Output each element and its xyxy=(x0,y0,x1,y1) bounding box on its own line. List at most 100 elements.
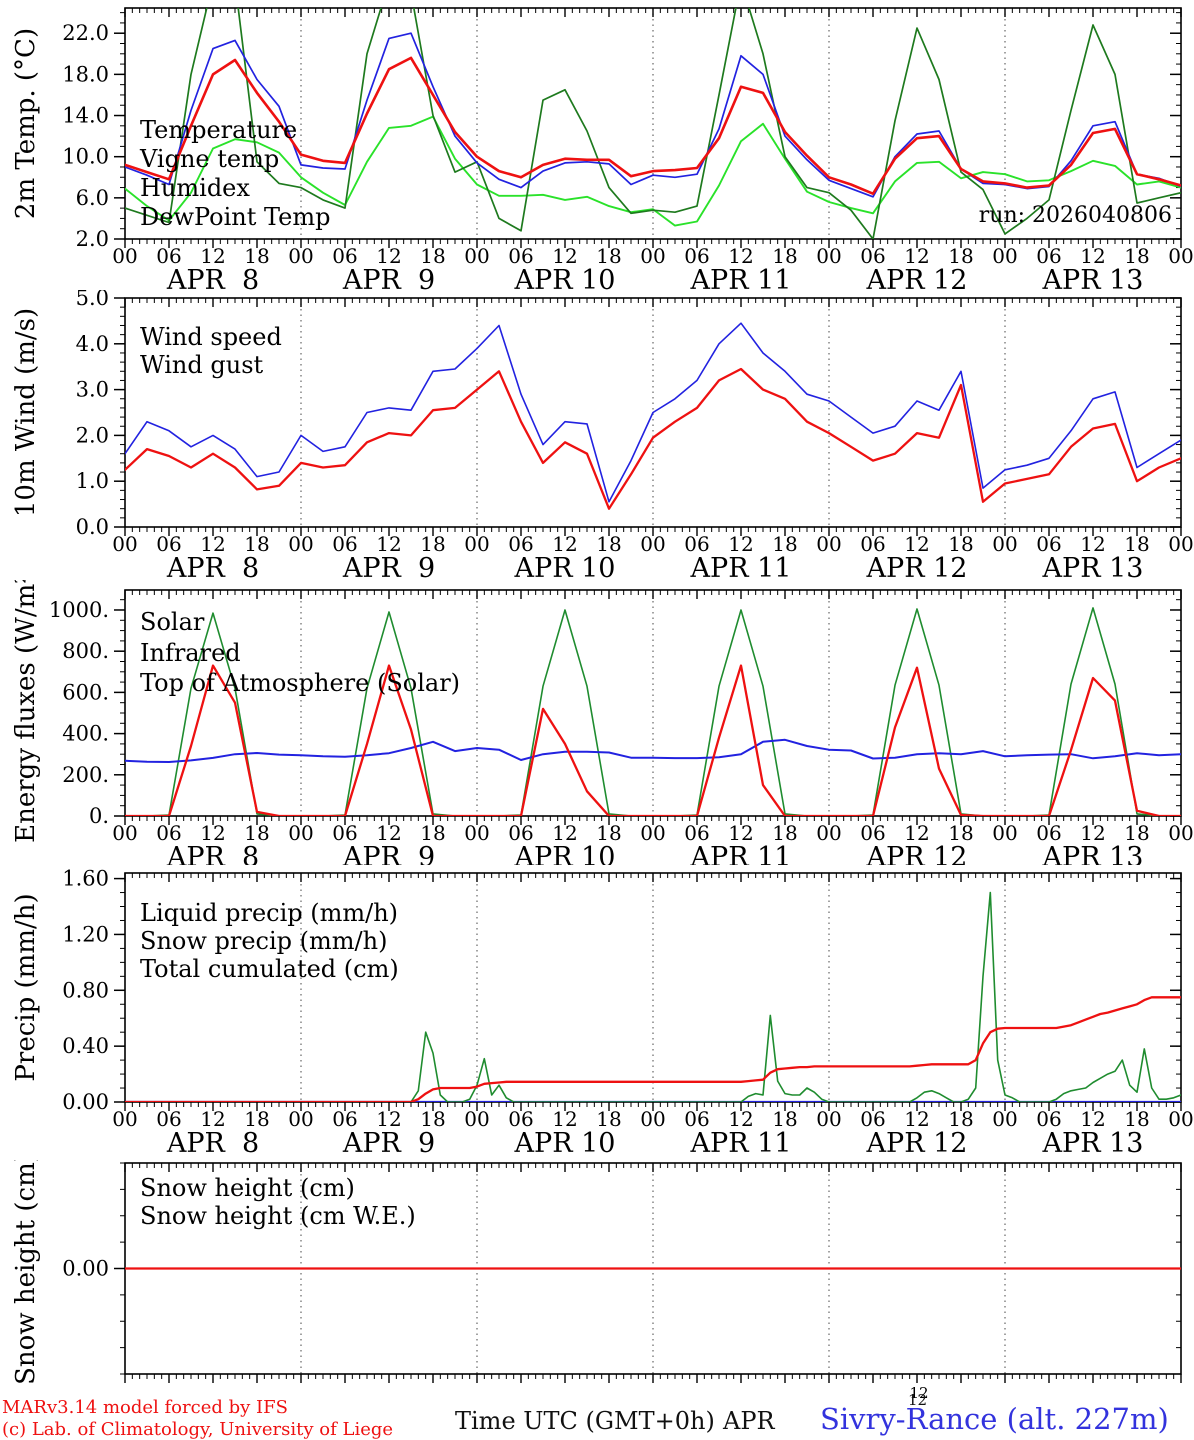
hour-tick-label: 18 xyxy=(1124,1107,1149,1131)
hour-tick-label: 00 xyxy=(112,244,137,268)
day-label: APR 11 xyxy=(690,265,792,290)
y-tick-label: 1.20 xyxy=(62,922,109,946)
y-tick-label: 800. xyxy=(62,639,109,663)
series-wind-gust xyxy=(125,322,1181,503)
hour-tick-label: 06 xyxy=(684,244,709,268)
hour-tick-label: 00 xyxy=(464,821,489,845)
hour-tick-label: 00 xyxy=(640,532,665,556)
hour-tick-label: 18 xyxy=(772,821,797,845)
hour-tick-label: 18 xyxy=(772,1107,797,1131)
hour-tick-label: 00 xyxy=(816,821,841,845)
hour-tick-label: 12 xyxy=(904,821,929,845)
legend-item: Snow height (cm) xyxy=(140,1174,355,1202)
hour-tick-label: 00 xyxy=(1168,244,1193,268)
hour-tick-label: 18 xyxy=(1124,532,1149,556)
hour-tick-label: 12 xyxy=(200,532,225,556)
hour-tick-label: 00 xyxy=(288,532,313,556)
hour-tick-label: 06 xyxy=(156,821,181,845)
hour-tick-label: 06 xyxy=(860,244,885,268)
panel-energy-fluxes: 1000.800.600.400.200.0.00 06 12 18 00 06 12 18 0… xyxy=(11,580,1194,865)
y-tick-label: 6.0 xyxy=(76,186,109,210)
hour-tick-label: 00 xyxy=(288,244,313,268)
month-label: APR xyxy=(723,1407,775,1435)
y-tick-label: 400. xyxy=(62,722,109,746)
hour-tick-label: 06 xyxy=(508,532,533,556)
y-tick-label: 4.0 xyxy=(76,332,109,356)
stray-hour-tick-label: 12 xyxy=(909,1384,928,1402)
hour-tick-label: 12 xyxy=(728,821,753,845)
hour-tick-label: 18 xyxy=(596,244,621,268)
y-tick-label: 2.0 xyxy=(76,227,109,251)
hour-tick-label: 12 xyxy=(376,821,401,845)
series-wind-speed xyxy=(125,367,1181,510)
day-label: APR 12 xyxy=(866,842,968,865)
hour-tick-label: 18 xyxy=(948,532,973,556)
series-infrared xyxy=(125,738,1181,763)
y-tick-label: 14.0 xyxy=(62,104,109,128)
y-tick-label: 0.0 xyxy=(76,515,109,539)
hour-tick-label: 18 xyxy=(420,1107,445,1131)
hour-tick-label: 06 xyxy=(860,1107,885,1131)
hour-tick-label: 00 xyxy=(816,1107,841,1131)
y-tick-label: 18.0 xyxy=(62,62,109,86)
hour-tick-label: 00 xyxy=(464,532,489,556)
hour-tick-label: 00 xyxy=(288,821,313,845)
hour-tick-label: 06 xyxy=(508,244,533,268)
y-tick-label: 3.0 xyxy=(76,378,109,402)
hour-tick-label: 18 xyxy=(1124,244,1149,268)
series-dewpoint-temp xyxy=(125,115,1181,227)
day-label: APR 9 xyxy=(342,842,435,865)
hour-tick-label: 18 xyxy=(244,532,269,556)
hour-tick-label: 18 xyxy=(948,821,973,845)
hour-tick-label: 06 xyxy=(508,1107,533,1131)
series-total-cumulated xyxy=(125,996,1181,1102)
hour-tick-label: 12 xyxy=(552,1107,577,1131)
legend-item: Vigne temp xyxy=(139,145,279,173)
axes-10m-wind: 5.04.03.02.01.00.000 06 12 18 00 06 12 18 00 06 12… xyxy=(11,290,1194,580)
day-label: APR 13 xyxy=(1042,842,1144,865)
hour-tick-label: 00 xyxy=(992,532,1017,556)
day-label: APR 11 xyxy=(690,842,792,865)
y-axis-title: 2m Temp. (°C) xyxy=(11,28,41,219)
y-tick-label: 0.40 xyxy=(62,1034,109,1058)
hour-tick-label: 18 xyxy=(948,244,973,268)
hour-tick-label: 00 xyxy=(992,244,1017,268)
series-group xyxy=(125,8,1181,239)
hour-tick-label: 06 xyxy=(1036,244,1061,268)
hour-tick-label: 12 xyxy=(200,821,225,845)
y-axis-title: Energy fluxes (W/m²) xyxy=(11,580,41,843)
day-label: APR 10 xyxy=(514,1128,616,1159)
hour-tick-label: 12 xyxy=(904,1107,929,1131)
panel-2m-temperature: 22.018.014.010.06.02.000 06 12 18 00 06 12 18 00… xyxy=(11,7,1194,290)
hour-tick-label: 12 xyxy=(376,244,401,268)
hour-tick-label: 06 xyxy=(156,532,181,556)
hour-tick-label: 00 xyxy=(112,1107,137,1131)
hour-tick-label: 06 xyxy=(156,1107,181,1131)
hour-tick-label: 18 xyxy=(244,1107,269,1131)
y-tick-label: 200. xyxy=(62,763,109,787)
hour-tick-label: 00 xyxy=(112,821,137,845)
legend-item: Infrared xyxy=(140,639,241,667)
series-group xyxy=(125,322,1181,510)
hour-tick-label: 12 xyxy=(200,1107,225,1131)
legend-item: Snow height (cm W.E.) xyxy=(140,1202,416,1230)
series-group xyxy=(125,891,1181,1102)
y-tick-label: 0.80 xyxy=(62,978,109,1002)
y-tick-label: 2.0 xyxy=(76,423,109,447)
hour-tick-label: 18 xyxy=(420,821,445,845)
y-tick-label: 5.0 xyxy=(76,290,109,310)
legend-item: Snow precip (mm/h) xyxy=(140,927,387,955)
hour-tick-label: 06 xyxy=(684,532,709,556)
hour-tick-label: 18 xyxy=(596,532,621,556)
y-tick-label: 0. xyxy=(89,804,109,828)
day-label: APR 12 xyxy=(866,1128,968,1159)
hour-tick-label: 12 xyxy=(1080,1107,1105,1131)
day-label: APR 12 xyxy=(866,553,968,580)
hour-tick-label: 00 xyxy=(816,244,841,268)
day-label: APR 10 xyxy=(514,842,616,865)
